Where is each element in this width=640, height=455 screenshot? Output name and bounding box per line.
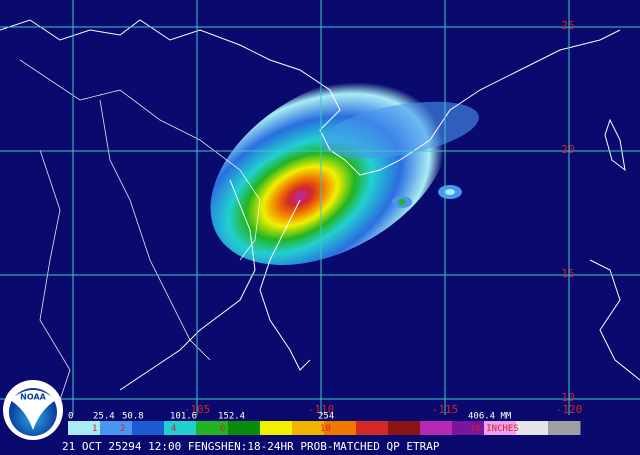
inch-label: 2 bbox=[120, 424, 125, 434]
coastlines bbox=[0, 19, 640, 401]
lon-label: -120 bbox=[556, 403, 583, 416]
colorbar-segment bbox=[356, 421, 389, 435]
colorbar-segment bbox=[100, 421, 133, 435]
colorbar-segment bbox=[324, 421, 357, 435]
inch-label: 6 bbox=[220, 424, 225, 434]
logo-text: NOAA bbox=[20, 393, 46, 402]
lat-label: 10 bbox=[561, 391, 574, 404]
inch-label: 10 bbox=[320, 424, 331, 434]
graticule: 25 20 15 10 -105 -110 -115 -120 bbox=[0, 0, 640, 416]
lat-label: 25 bbox=[561, 19, 574, 32]
colorbar-segment bbox=[484, 421, 517, 435]
lon-label: -110 bbox=[308, 403, 335, 416]
colorbar: 0 25.4 50.8 101.6 152.4 254 406.4 MM 1 2 4 6 10 16 I… bbox=[68, 412, 581, 435]
mm-label: 254 bbox=[318, 412, 334, 422]
lon-label: -115 bbox=[432, 403, 459, 416]
mm-label: 152.4 bbox=[218, 412, 245, 422]
logo-bird bbox=[10, 390, 56, 430]
colorbar-segment bbox=[548, 421, 581, 435]
precip bbox=[210, 75, 479, 265]
mm-label: 0 bbox=[68, 412, 73, 422]
colorbar-segment bbox=[196, 421, 229, 435]
colorbar-segment bbox=[164, 421, 197, 435]
mm-label: 406.4 MM bbox=[468, 412, 512, 422]
colorbar-segment bbox=[68, 421, 101, 435]
lat-label: 15 bbox=[561, 267, 574, 280]
lon-label: -105 bbox=[184, 403, 211, 416]
colorbar-segment bbox=[132, 421, 165, 435]
inch-label: 1 bbox=[92, 424, 97, 434]
lat-label: 20 bbox=[561, 143, 574, 156]
caption: 21 OCT 25294 12:00 FENGSHEN:18-24HR PROB… bbox=[62, 440, 440, 453]
colorbar-segment bbox=[228, 421, 261, 435]
colorbar-segment bbox=[292, 421, 325, 435]
mm-label: 25.4 bbox=[93, 412, 115, 422]
noaa-logo: NOAA bbox=[3, 380, 63, 440]
mm-label: 101.6 bbox=[170, 412, 197, 422]
inch-label: 4 bbox=[171, 424, 176, 434]
colorbar-segment bbox=[388, 421, 421, 435]
inch-label: 16 INCHES bbox=[470, 424, 519, 434]
colorbar-segment bbox=[260, 421, 293, 435]
mm-label: 50.8 bbox=[122, 412, 144, 422]
colorbar-segment bbox=[452, 421, 485, 435]
colorbar-segment bbox=[420, 421, 453, 435]
colorbar-segment bbox=[516, 421, 549, 435]
